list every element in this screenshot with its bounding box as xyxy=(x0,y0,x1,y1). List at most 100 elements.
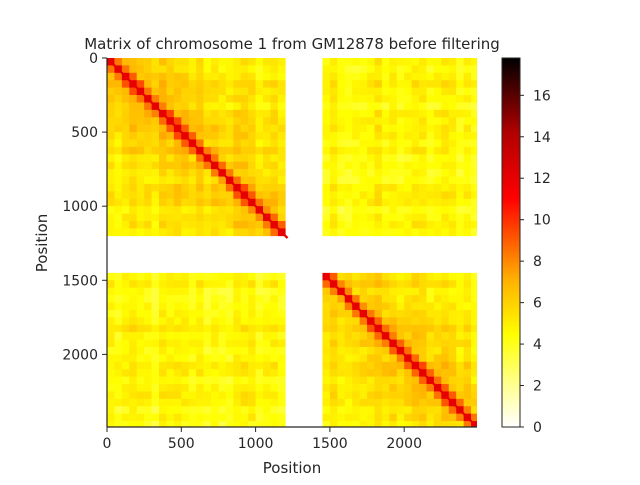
heatmap-cell xyxy=(225,169,234,177)
heatmap-cell xyxy=(381,95,390,103)
heatmap-cell xyxy=(322,302,331,311)
heatmap-cell xyxy=(411,124,420,133)
heatmap-cell xyxy=(151,280,160,288)
heatmap-cell xyxy=(255,154,264,163)
heatmap-cell xyxy=(263,339,271,348)
heatmap-cell xyxy=(136,339,145,348)
heatmap-cell xyxy=(248,80,256,88)
heatmap-cell xyxy=(159,361,167,370)
heatmap-cell xyxy=(151,346,160,355)
heatmap-cell xyxy=(218,65,227,74)
heatmap-cell xyxy=(456,206,464,214)
heatmap-cell xyxy=(411,398,420,407)
heatmap-cell xyxy=(374,176,383,185)
heatmap-cell xyxy=(196,421,204,427)
heatmap-cell xyxy=(426,324,435,333)
heatmap-cell xyxy=(329,139,338,148)
heatmap-cell xyxy=(263,191,271,200)
heatmap-cell xyxy=(374,72,383,81)
heatmap-cell xyxy=(114,132,123,140)
heatmap-cell xyxy=(151,295,160,303)
heatmap-cell xyxy=(159,287,167,296)
heatmap-cell xyxy=(367,398,375,407)
heatmap-cell xyxy=(396,191,405,200)
heatmap-cell xyxy=(344,72,353,81)
heatmap-cell xyxy=(322,332,331,340)
heatmap-cell xyxy=(381,354,390,363)
heatmap-cell xyxy=(255,198,264,207)
heatmap-cell xyxy=(419,109,427,118)
heatmap-cell xyxy=(107,139,115,148)
heatmap-cell xyxy=(270,421,279,427)
heatmap-cell xyxy=(166,95,175,103)
heatmap-cell xyxy=(441,80,450,88)
heatmap-cell xyxy=(248,146,256,155)
heatmap-cell xyxy=(419,191,427,200)
heatmap-cell xyxy=(136,295,145,303)
heatmap-cell xyxy=(344,406,353,414)
heatmap-cell xyxy=(463,287,472,296)
heatmap-cell xyxy=(188,58,197,66)
heatmap-cell xyxy=(240,384,249,392)
heatmap-cell xyxy=(374,280,383,288)
heatmap-cell xyxy=(270,406,279,414)
heatmap-cell xyxy=(203,384,212,392)
heatmap-cell xyxy=(181,183,190,192)
heatmap-cell xyxy=(173,221,182,229)
heatmap-cell xyxy=(114,87,123,96)
heatmap-cell xyxy=(456,421,464,427)
heatmap-cell xyxy=(381,65,390,74)
heatmap-cell xyxy=(352,221,360,229)
heatmap-cell xyxy=(448,95,457,103)
heatmap-cell xyxy=(448,361,457,370)
heatmap-cell xyxy=(433,228,442,237)
heatmap-cell xyxy=(456,191,464,200)
heatmap-cell xyxy=(433,361,442,370)
heatmap-cell xyxy=(144,109,152,118)
heatmap-cell xyxy=(448,198,457,207)
heatmap-cell xyxy=(240,295,249,303)
heatmap-cell xyxy=(203,161,212,170)
heatmap-cell xyxy=(344,280,353,288)
heatmap-cell xyxy=(240,354,249,363)
heatmap-cell xyxy=(389,346,398,355)
heatmap-cell xyxy=(136,346,145,355)
heatmap-cell xyxy=(322,228,331,237)
heatmap-cell xyxy=(426,354,435,363)
heatmap-cell xyxy=(188,406,197,414)
heatmap-cell xyxy=(114,361,123,370)
heatmap-cell xyxy=(166,109,175,118)
heatmap-cell xyxy=(456,65,464,74)
heatmap-cell xyxy=(322,213,331,222)
heatmap-cell xyxy=(173,72,182,81)
heatmap-cell xyxy=(151,324,160,333)
heatmap-cell xyxy=(136,354,145,363)
heatmap-cell xyxy=(352,124,360,133)
heatmap-cell xyxy=(322,109,331,118)
heatmap-cell xyxy=(359,295,368,303)
heatmap-cell xyxy=(367,58,375,66)
heatmap-cell xyxy=(374,206,383,214)
heatmap-cell xyxy=(114,72,123,81)
heatmap-cell xyxy=(374,58,383,66)
heatmap-cell xyxy=(203,132,212,140)
heatmap-cell xyxy=(433,206,442,214)
heatmap-cell xyxy=(456,384,464,392)
y-tick-label: 500 xyxy=(71,125,98,141)
heatmap-cell xyxy=(218,117,227,125)
heatmap-cell xyxy=(404,176,412,185)
heatmap-cell xyxy=(367,176,375,185)
heatmap-cell xyxy=(203,221,212,229)
heatmap-cell xyxy=(441,413,450,422)
heatmap-cell xyxy=(121,176,130,185)
heatmap-cell xyxy=(121,80,130,88)
heatmap-cell xyxy=(381,309,390,318)
heatmap-cell xyxy=(181,332,190,340)
heatmap-cell xyxy=(129,206,138,214)
heatmap-cell xyxy=(218,109,227,118)
heatmap-cell xyxy=(404,139,412,148)
heatmap-cell xyxy=(225,58,234,66)
heatmap-cell xyxy=(419,295,427,303)
heatmap-cell xyxy=(144,361,152,370)
heatmap-cell xyxy=(337,354,346,363)
